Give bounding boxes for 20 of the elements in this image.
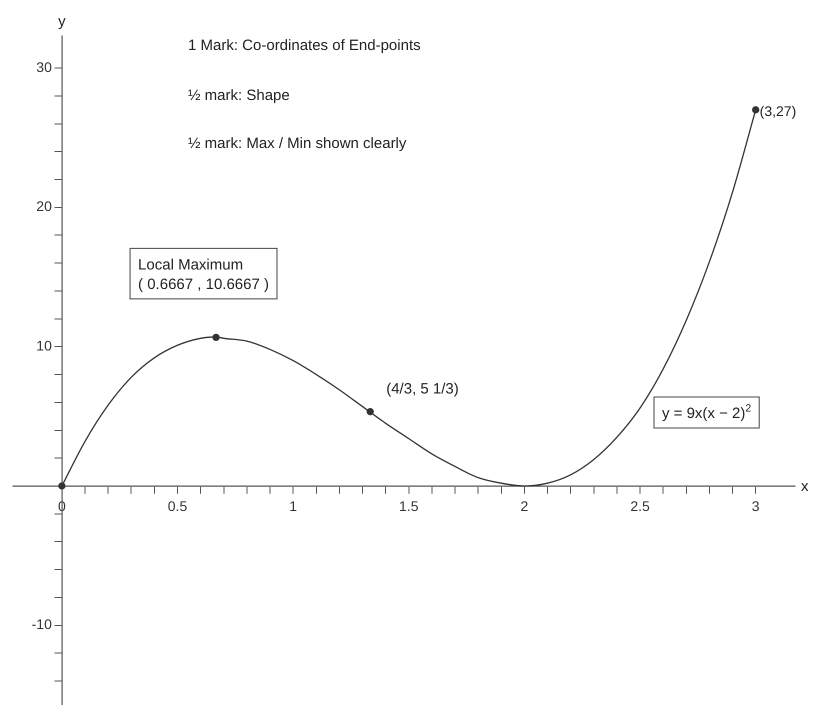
x-tick-label: 2.5 — [630, 498, 650, 514]
y-tick-label: 20 — [36, 198, 52, 214]
x-tick-label: 2 — [520, 498, 529, 514]
annotation: (3,27) — [760, 102, 796, 119]
y-axis-title: y — [58, 13, 66, 30]
y-tick-label: 30 — [36, 58, 52, 75]
x-tick-label: 3 — [752, 498, 760, 514]
annotation: (4/3, 5 1/3) — [386, 380, 459, 398]
y-tick-label: -10 — [32, 616, 52, 632]
y-tick-label: 10 — [36, 338, 52, 354]
x-tick-label: 1 — [289, 498, 298, 514]
annotation: ½ mark: Max / Min shown clearly — [188, 135, 407, 152]
annotation: Local Maximum ( 0.6667 , 10.6667 ) — [138, 256, 269, 293]
point — [58, 482, 66, 490]
point — [752, 106, 760, 114]
annotation: ½ mark: Shape — [188, 87, 290, 104]
annotation: 1 Mark: Co-ordinates of End-points — [188, 37, 421, 54]
x-axis-title: x — [801, 478, 809, 495]
x-tick-label: 0.5 — [168, 498, 188, 514]
x-tick-label: 1.5 — [399, 498, 419, 514]
